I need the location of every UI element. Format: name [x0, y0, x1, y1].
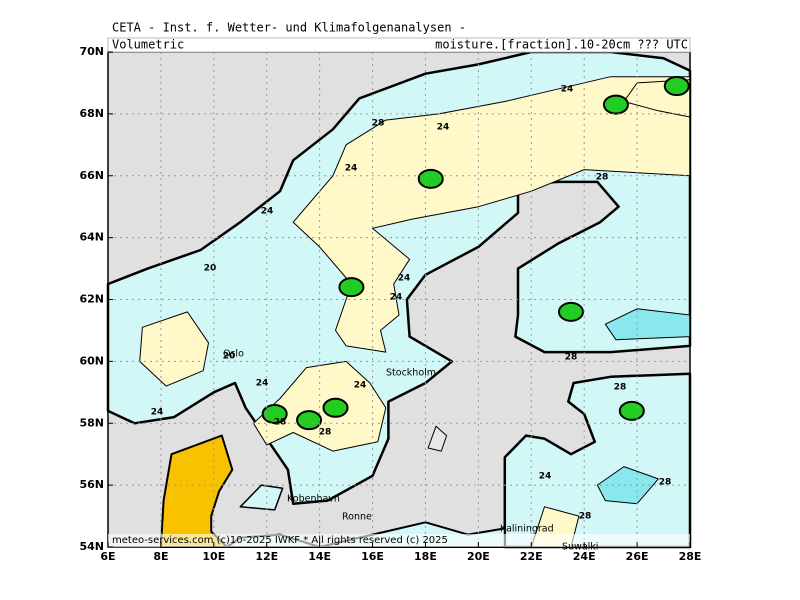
contour-label: 28	[319, 428, 332, 438]
wet-pocket	[338, 277, 365, 298]
field-type: Volumetric	[112, 38, 184, 52]
wet-pocket	[417, 168, 444, 189]
lon-tick-label: 28E	[679, 550, 702, 563]
lat-tick-label: 60N	[79, 354, 104, 367]
wet-pocket	[618, 400, 645, 421]
lat-tick-label: 68N	[79, 107, 104, 120]
header-bar	[107, 37, 691, 53]
axes: 6E 8E 10E 12E 14E 16E 18E 20E 22E 24E 26E 28E 54N 56N…	[79, 45, 701, 563]
contour-label: 24	[261, 207, 274, 217]
city: Suwalki	[562, 542, 598, 553]
contour-label: 24	[437, 123, 450, 133]
lon-tick-label: 22E	[520, 550, 543, 563]
city: Kobenhavn	[287, 494, 340, 505]
lon-tick-label: 8E	[153, 550, 168, 563]
footer: meteo-services.com (c)10-2025 IWKF * All…	[112, 535, 448, 546]
contour-label: 28	[596, 173, 609, 183]
city: Oslo	[223, 349, 244, 360]
contour-label: 20	[204, 264, 217, 274]
lon-tick-label: 12E	[255, 550, 278, 563]
gotland	[427, 425, 448, 452]
contour-label: 24	[256, 379, 269, 389]
contour-label: 28	[579, 512, 592, 522]
title: CETA - Inst. f. Wetter- und Klimafolgena…	[112, 21, 466, 35]
contour-label: 24	[390, 293, 403, 303]
wet-pocket	[322, 397, 349, 418]
labels: Oslo Stockholm Kobenhavn Ronne Kaliningr…	[151, 85, 672, 553]
wet-pocket	[663, 76, 690, 97]
lat-tick-label: 64N	[79, 231, 104, 244]
lon-tick-label: 20E	[467, 550, 490, 563]
lon-tick-label: 10E	[202, 550, 225, 563]
wet-pocket	[296, 410, 323, 431]
wet-pocket	[557, 301, 584, 322]
contour-label: 24	[151, 408, 164, 418]
baltic-states	[503, 372, 692, 549]
contour-label: 24	[561, 85, 574, 95]
city: Stockholm	[386, 368, 436, 379]
contour-label: 24	[354, 381, 367, 391]
wet-pocket	[602, 94, 629, 115]
contour-label: 28	[614, 383, 627, 393]
lat-tick-label: 54N	[79, 540, 104, 553]
lat-tick-label: 62N	[79, 293, 104, 306]
wet-area	[596, 466, 659, 505]
contour-label: 24	[345, 164, 358, 174]
lon-tick-label: 14E	[308, 550, 331, 563]
contour-label: 28	[274, 418, 287, 428]
lat-tick-label: 70N	[79, 45, 104, 58]
footer-bar	[108, 534, 690, 547]
lon-tick-label: 6E	[100, 550, 115, 563]
lon-tick-label: 26E	[626, 550, 649, 563]
lat-tick-label: 58N	[79, 416, 104, 429]
field-name: moisture.[fraction].10-20cm ??? UTC	[435, 38, 688, 52]
lon-tick-label: 24E	[573, 550, 596, 563]
city: Ronne	[342, 512, 372, 523]
contour-label: 24	[398, 274, 411, 284]
land	[106, 50, 692, 549]
lat-tick-label: 66N	[79, 169, 104, 182]
contour-label: 28	[372, 119, 385, 129]
lat-tick-label: 56N	[79, 478, 104, 491]
contour-label: 24	[539, 472, 552, 482]
contour-label: 20	[223, 352, 236, 362]
zealand	[239, 484, 284, 511]
wet-pocket	[261, 403, 288, 424]
city: Kaliningrad	[500, 524, 554, 535]
contour-label: 28	[565, 353, 578, 363]
lon-tick-label: 16E	[361, 550, 384, 563]
lon-tick-label: 18E	[414, 550, 437, 563]
contour-label: 28	[659, 478, 672, 488]
